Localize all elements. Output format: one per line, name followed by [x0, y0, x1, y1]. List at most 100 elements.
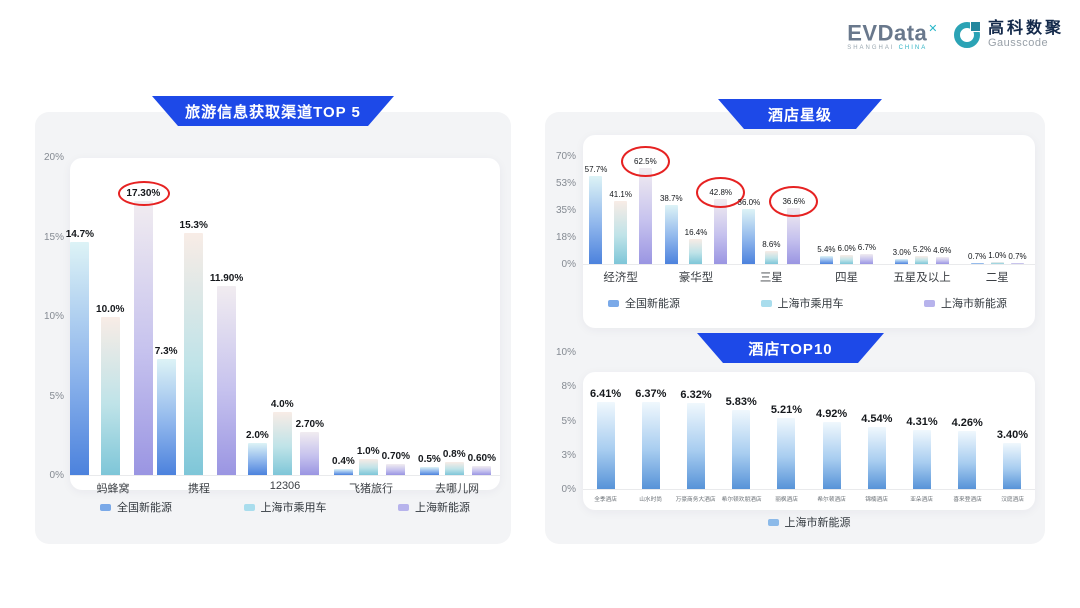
x-axis-label: 五星及以上 — [893, 272, 951, 284]
x-axis-label: 豪华型 — [678, 272, 714, 284]
bar-group: 5.21% — [763, 353, 810, 490]
category-group: 0.7% 1.0% 0.7% 二星 — [959, 157, 1035, 285]
bar-slot: 0.4% — [332, 158, 355, 475]
x-axis-label: 山水时尚 — [639, 496, 663, 503]
bar-slot: 38.7% — [660, 157, 683, 264]
bar-上海市新能源-希尔顿酒店 — [822, 422, 841, 489]
legend-label: 全国新能源 — [625, 298, 680, 310]
x-axis-label: 全季酒店 — [594, 496, 618, 503]
legend-swatch-icon — [243, 503, 255, 511]
bar-value-label: 0.7% — [1008, 251, 1027, 261]
legend-label: 上海市新能源 — [941, 298, 1007, 310]
bar-value-label: 38.7% — [659, 193, 683, 203]
x-axis-label: 亚朵酒店 — [910, 496, 934, 503]
x-axis-label: 喜来登酒店 — [952, 496, 982, 503]
y-axis: 10% 8% 5% 3% 0% — [548, 346, 576, 497]
bar-slot: 4.26% — [952, 353, 983, 489]
bar-slot: 15.3% — [180, 158, 208, 475]
bar-全国新能源-三星 — [742, 208, 756, 264]
bar-全国新能源-五星及以上 — [895, 259, 909, 264]
evdata-sub-china: CHINA — [898, 45, 928, 52]
category-group: 2.0% 4.0% 2.70% 12306 — [242, 158, 328, 496]
x-axis-label: 四星 — [835, 272, 859, 284]
gausscode-logo: 高科数聚 Gausscode — [953, 20, 1064, 49]
bar-slot: 16.4% — [684, 157, 708, 264]
bar-上海市乘用车-携程 — [184, 232, 204, 475]
x-axis-label: 12306 — [269, 480, 301, 492]
bar-value-label: 0.60% — [467, 452, 496, 464]
gausscode-mark-icon — [953, 20, 981, 48]
hotel-star-title-banner: 酒店星级 — [718, 99, 882, 129]
bar-group: 4.92% — [809, 353, 855, 490]
bar-上海市乘用车-去哪儿网 — [444, 462, 464, 475]
bar-group: 4.26% — [944, 353, 990, 490]
bar-全国新能源-12306 — [247, 443, 267, 475]
bar-group: 14.7% 10.0% 17.30% — [66, 158, 171, 476]
bar-slot: 8.6% — [762, 157, 780, 264]
bar-value-label: 0.70% — [381, 450, 410, 462]
x-axis-label: 丽枫酒店 — [775, 496, 798, 503]
y-tick-label: 15% — [43, 231, 64, 243]
bar-value-label: 16.4% — [684, 227, 708, 237]
bar-slot: 4.31% — [906, 353, 938, 489]
bar-value-label: 4.54% — [861, 413, 893, 426]
category-group: 4.26% 喜来登酒店 — [944, 372, 990, 503]
bar-group: 57.7% 41.1% 62.5% — [583, 146, 670, 265]
legend-swatch-icon — [100, 503, 111, 511]
bar-value-label: 5.4% — [817, 244, 836, 254]
bar-group: 3.40% — [989, 353, 1036, 490]
y-tick-label: 0% — [561, 484, 576, 495]
bar-value-label: 0.4% — [332, 455, 355, 467]
chart-card: 6.41% 全季酒店 6.37% 山水时尚 6.32% 万豪商务大酒店 5.83% 希尔顿欢朋… — [583, 372, 1036, 510]
evdata-logo-text: EVData✕ — [847, 18, 938, 44]
bar-slot: 42.8% — [696, 157, 745, 264]
bar-group: 6.41% — [583, 353, 629, 490]
bar-slot: 4.92% — [816, 353, 847, 489]
bar-上海新能源-飞猪旅行 — [386, 463, 406, 475]
category-group: 36.0% 8.6% 36.6% 三星 — [733, 157, 818, 285]
category-group: 6.37% 山水时尚 — [628, 372, 674, 503]
y-tick-label: 35% — [555, 205, 576, 216]
bar-value-label: 4.31% — [906, 416, 938, 429]
bar-slot: 17.30% — [118, 158, 171, 475]
x-axis-label: 汉庭酒店 — [1001, 496, 1024, 503]
bar-slot: 14.7% — [66, 158, 94, 475]
bar-value-label: 14.7% — [65, 229, 95, 241]
y-tick-label: 10% — [43, 311, 64, 322]
bar-slot: 5.4% — [817, 157, 836, 264]
bar-value-label-circled: 42.8% — [696, 176, 745, 208]
bar-上海市新能源-豪华型 — [714, 198, 728, 264]
x-axis-label: 希尔顿酒店 — [817, 496, 846, 503]
bar-slot: 4.0% — [271, 158, 294, 475]
y-tick-label: 18% — [555, 232, 576, 243]
legend: 全国新能源 上海市乘用车 上海新能源 — [70, 499, 500, 515]
bar-value-label: 1.0% — [988, 251, 1007, 261]
x-axis-label: 经济型 — [603, 272, 638, 284]
bar-slot: 11.90% — [210, 158, 243, 475]
bar-slot: 0.5% — [418, 158, 441, 475]
bar-slot: 5.21% — [771, 353, 802, 489]
bar-上海市新能源-三星 — [787, 208, 801, 264]
category-group: 3.40% 汉庭酒店 — [989, 372, 1036, 503]
legend-label: 上海市乘用车 — [260, 502, 327, 514]
bar-group: 36.0% 8.6% 36.6% — [733, 157, 818, 265]
travel-channels-chart: 20% 15% 10% 5% 0% 14.7% 10.0% 17.30% 蚂蜂窝 7.3% 15.… — [36, 151, 500, 523]
bar-上海市新能源-经济型 — [638, 168, 652, 264]
category-group: 0.5% 0.8% 0.60% 去哪儿网 — [414, 158, 500, 496]
y-axis: 70% 53% 35% 18% 0% — [548, 150, 576, 272]
bar-slot: 5.83% — [726, 353, 757, 489]
bar-slot: 6.32% — [680, 353, 712, 489]
bar-value-label: 36.0% — [737, 197, 761, 207]
category-group: 5.4% 6.0% 6.7% 四星 — [808, 157, 885, 285]
bar-上海市新能源-锦楠酒店 — [867, 427, 886, 489]
bar-slot: 62.5% — [621, 146, 670, 264]
bar-group: 4.54% — [854, 353, 900, 490]
x-axis-label: 二星 — [985, 272, 1009, 284]
y-tick-label: 3% — [561, 449, 576, 461]
evdata-logo: EVData✕ SHANGHAI CHINA — [847, 18, 938, 52]
bar-value-label: 0.7% — [967, 251, 987, 261]
category-group: 4.54% 锦楠酒店 — [854, 372, 900, 503]
bar-group: 5.83% — [718, 353, 764, 490]
bar-group: 2.0% 4.0% 2.70% — [242, 158, 328, 476]
bar-value-label: 0.8% — [442, 449, 466, 461]
